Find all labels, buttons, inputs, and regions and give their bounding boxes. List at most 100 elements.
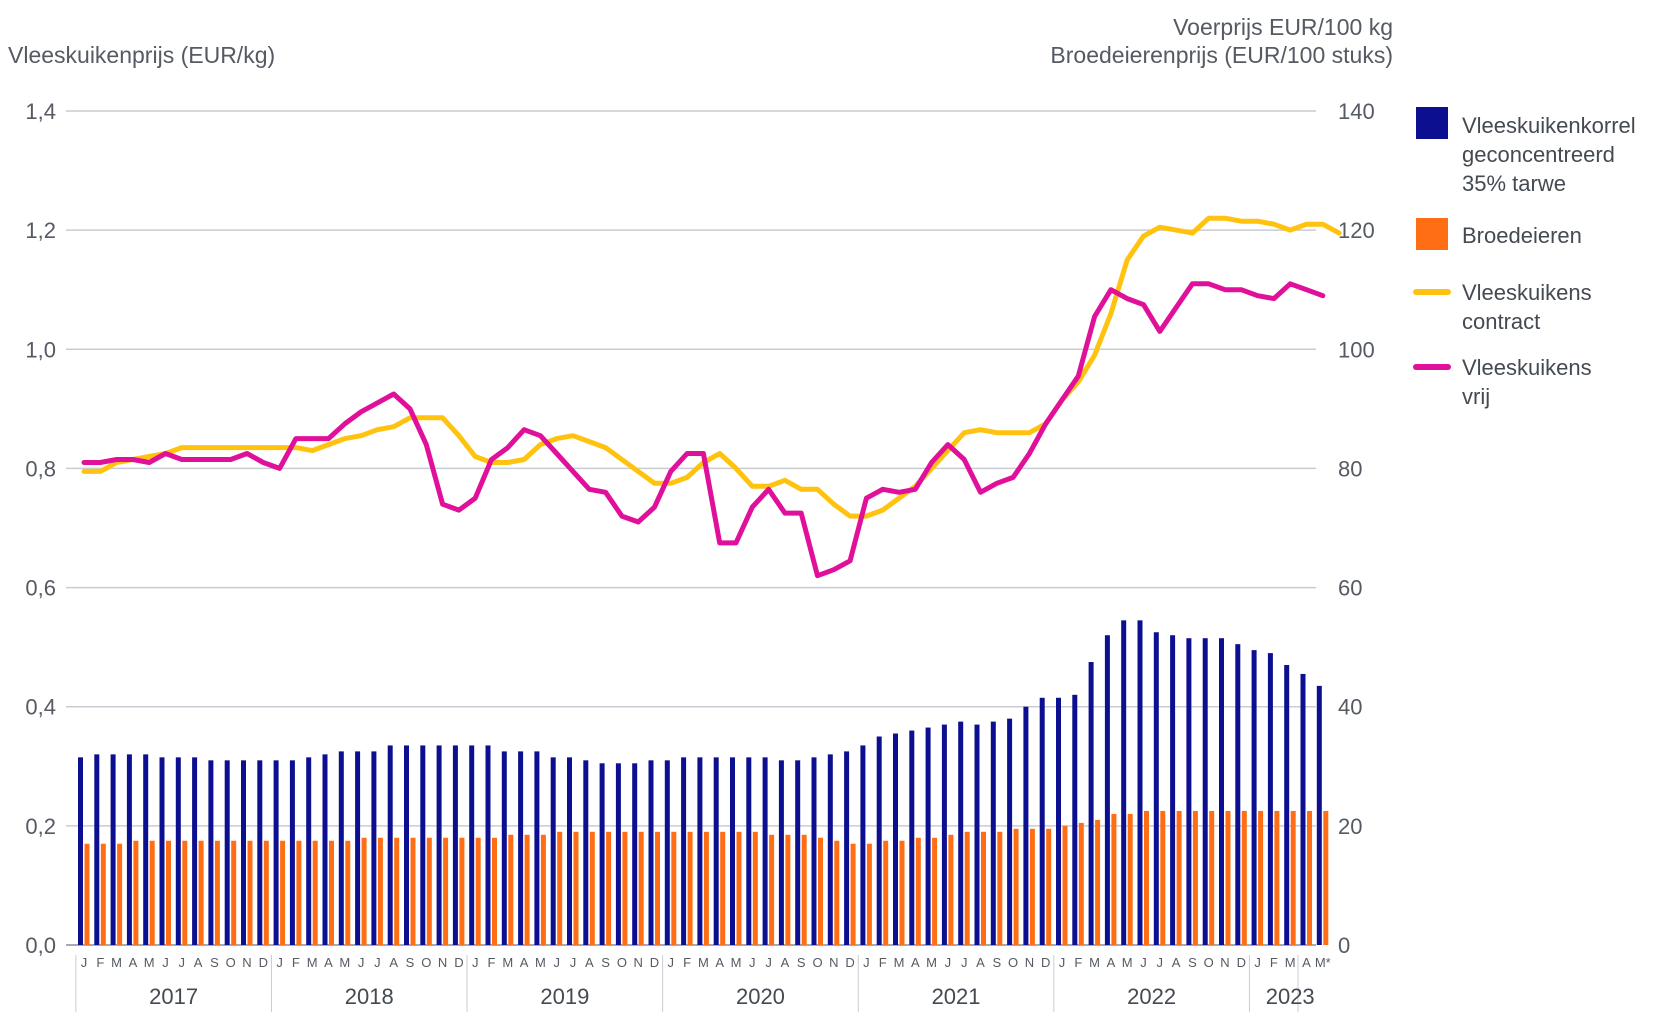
- line-series-group: [81, 215, 1342, 579]
- month-label: M: [144, 955, 155, 970]
- year-label: 2017: [149, 984, 198, 1009]
- month-label: D: [650, 955, 659, 970]
- bar-feed: [404, 745, 409, 945]
- month-label: O: [1008, 955, 1018, 970]
- bar-broedeieren: [720, 831, 726, 945]
- month-label: O: [421, 955, 431, 970]
- month-label: A: [715, 955, 724, 970]
- month-label: M: [894, 955, 905, 970]
- bar-broedeieren: [606, 831, 612, 945]
- bar-feed: [550, 757, 556, 945]
- bar-broedeieren: [1013, 828, 1019, 945]
- month-label: J: [162, 955, 169, 970]
- bar-feed: [893, 733, 898, 945]
- bar-broedeieren: [883, 840, 889, 945]
- bar-broedeieren: [850, 843, 856, 945]
- bar-series-group: [78, 620, 1329, 945]
- month-label: S: [797, 955, 806, 970]
- bar-broedeieren: [1046, 828, 1052, 945]
- month-label: M: [535, 955, 546, 970]
- bar-broedeieren: [1323, 810, 1329, 945]
- bar-feed: [1104, 635, 1110, 945]
- month-label: J: [945, 955, 952, 970]
- bar-broedeieren: [492, 837, 497, 945]
- bar-broedeieren: [1111, 813, 1117, 945]
- bar-broedeieren: [703, 831, 709, 945]
- month-label: A: [585, 955, 594, 970]
- bar-broedeieren: [1127, 813, 1133, 945]
- bar-feed: [648, 760, 654, 945]
- bar-feed: [778, 760, 784, 945]
- month-label: S: [1188, 955, 1197, 970]
- bar-broedeieren: [182, 840, 188, 945]
- bar-feed: [1023, 706, 1029, 945]
- bar-feed: [126, 754, 132, 945]
- bar-broedeieren: [1290, 810, 1296, 945]
- month-label: N: [1025, 955, 1034, 970]
- bar-broedeieren: [1274, 810, 1280, 945]
- month-label: J: [358, 955, 365, 970]
- bar-broedeieren: [785, 834, 791, 945]
- bar-broedeieren: [263, 840, 269, 945]
- right-tick-label: 40: [1338, 695, 1362, 720]
- legend-swatch-broedeieren: [1416, 218, 1448, 250]
- month-label: J: [1140, 955, 1147, 970]
- bar-broedeieren: [1192, 810, 1198, 945]
- month-label: A: [389, 955, 398, 970]
- bar-broedeieren: [557, 831, 563, 945]
- bar-broedeieren: [573, 831, 579, 945]
- bar-broedeieren: [622, 831, 628, 945]
- year-label: 2023: [1266, 984, 1315, 1009]
- left-tick-label: 0,6: [25, 576, 56, 601]
- bar-broedeieren: [231, 840, 237, 945]
- month-label: M: [1089, 955, 1100, 970]
- month-label: J: [668, 955, 675, 970]
- bar-broedeieren: [589, 831, 595, 945]
- left-tick-label: 0,2: [25, 814, 56, 839]
- month-label: J: [179, 955, 186, 970]
- month-label: F: [1074, 955, 1082, 970]
- legend-label-feed: 35% tarwe: [1462, 171, 1566, 196]
- bar-broedeieren: [312, 840, 318, 945]
- line-vleeskuikens-contract: [81, 215, 1342, 519]
- bar-broedeieren: [214, 840, 220, 945]
- year-label: 2018: [345, 984, 394, 1009]
- month-label: M: [926, 955, 937, 970]
- month-label: F: [879, 955, 887, 970]
- bar-broedeieren: [361, 837, 367, 945]
- bar-feed: [844, 751, 850, 945]
- bar-feed: [713, 757, 719, 945]
- month-label: M: [731, 955, 742, 970]
- bar-feed: [436, 745, 442, 945]
- bar-broedeieren: [475, 837, 481, 945]
- bar-broedeieren: [655, 831, 660, 945]
- month-label: O: [1204, 955, 1214, 970]
- bar-broedeieren: [198, 840, 204, 945]
- month-label: M: [339, 955, 350, 970]
- bar-feed: [632, 763, 638, 945]
- right-tick-label: 20: [1338, 814, 1362, 839]
- month-label: J: [553, 955, 560, 970]
- bar-feed: [615, 763, 621, 945]
- month-label: F: [96, 955, 104, 970]
- bar-broedeieren: [1258, 810, 1264, 945]
- bar-feed: [322, 754, 328, 945]
- bar-broedeieren: [410, 837, 416, 945]
- bar-feed: [1039, 697, 1045, 945]
- bar-feed: [664, 760, 670, 945]
- right-axis-ticks: 0 20 40 60 80 100 120 140: [1338, 99, 1375, 958]
- bar-feed: [208, 760, 214, 945]
- bar-broedeieren: [915, 837, 921, 945]
- left-axis-ticks: 0,0 0,2 0,4 0,6 0,8 1,0 1,2 1,4: [25, 99, 56, 958]
- month-label: J: [570, 955, 577, 970]
- month-label: N: [829, 955, 838, 970]
- bar-broedeieren: [899, 840, 905, 945]
- right-tick-label: 120: [1338, 218, 1375, 243]
- bar-feed: [990, 721, 996, 945]
- month-label: J: [81, 955, 88, 970]
- bar-feed: [599, 763, 605, 945]
- month-label: J: [765, 955, 772, 970]
- bar-broedeieren: [1029, 828, 1035, 945]
- bar-feed: [941, 724, 947, 945]
